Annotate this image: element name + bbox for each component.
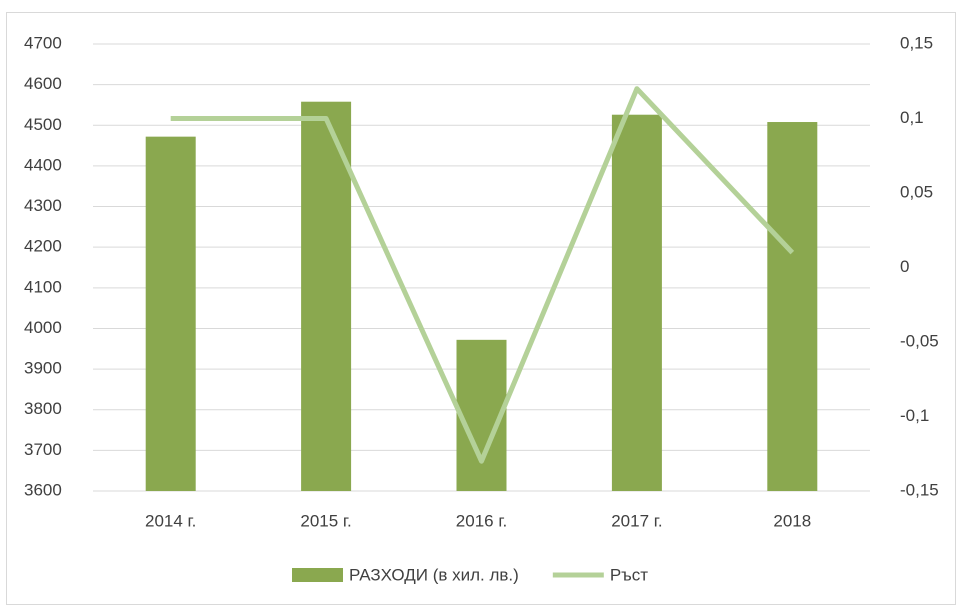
legend-swatch: [292, 568, 343, 582]
y-tick-label: 3700: [24, 440, 62, 459]
x-tick-label: 2017 г.: [611, 511, 662, 530]
y-tick-label: 4700: [24, 33, 62, 52]
y2-tick-label: 0: [900, 257, 909, 276]
x-tick-label: 2014 г.: [145, 511, 196, 530]
y-tick-label: 4400: [24, 155, 62, 174]
bar: [301, 101, 352, 491]
y-tick-label: 3800: [24, 399, 62, 418]
y-tick-label: 4300: [24, 196, 62, 215]
y2-tick-label: 0,15: [900, 33, 933, 52]
legend-label: Ръст: [610, 565, 648, 584]
y2-tick-label: -0,05: [900, 331, 939, 350]
y-tick-label: 4000: [24, 318, 62, 337]
y2-tick-label: 0,1: [900, 108, 924, 127]
y2-tick-label: 0,05: [900, 182, 933, 201]
x-tick-label: 2016 г.: [456, 511, 507, 530]
y-tick-label: 3600: [24, 480, 62, 499]
y2-tick-label: -0,1: [900, 406, 929, 425]
line: [170, 86, 795, 464]
y-tick-label: 4600: [24, 74, 62, 93]
bar: [767, 122, 818, 491]
y2-tick-label: -0,15: [900, 480, 939, 499]
bar: [145, 136, 196, 491]
x-tick-label: 2015 г.: [300, 511, 351, 530]
x-tick-label: 2018: [773, 511, 811, 530]
y-tick-label: 4100: [24, 277, 62, 296]
y-tick-label: 4200: [24, 237, 62, 256]
legend-label: РАЗХОДИ (в хил. лв.): [349, 565, 519, 584]
bar: [611, 114, 662, 491]
y-tick-label: 4500: [24, 115, 62, 134]
y-tick-label: 3900: [24, 359, 62, 378]
